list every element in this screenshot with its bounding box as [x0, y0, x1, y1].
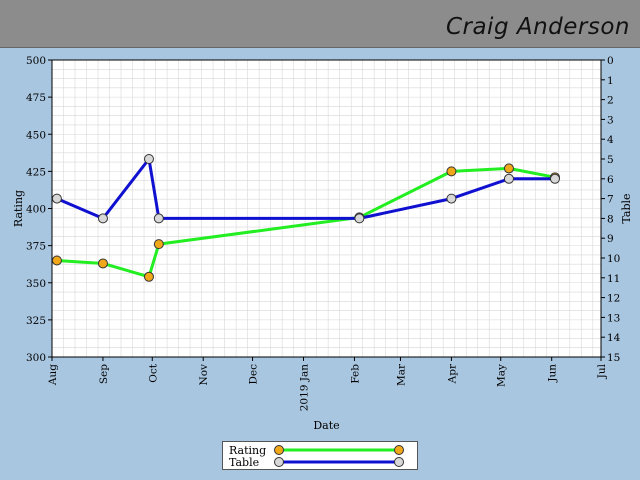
x-tick-label: Sep [98, 364, 110, 384]
series-line-rating [56, 166, 556, 279]
x-tick-label: Apr [446, 363, 458, 384]
data-point-rating [446, 166, 457, 177]
y-tick-label-right: 0 [607, 55, 614, 67]
data-point-table [97, 213, 108, 224]
y-tick-label-right: 7 [607, 194, 614, 206]
data-point-table [153, 213, 164, 224]
y-tick-label-left: 450 [26, 129, 46, 141]
y-tick-label-right: 4 [607, 134, 614, 146]
y-tick-label-left: 325 [26, 315, 46, 327]
legend-label-rating: Rating [229, 444, 267, 457]
y-tick-label-left: 375 [26, 241, 46, 253]
x-tick-label: Jun [547, 364, 559, 383]
y-tick-label-right: 9 [607, 233, 614, 245]
y-tick-label-right: 11 [607, 273, 620, 285]
y-tick-label-right: 2 [607, 95, 614, 107]
data-point-rating [97, 258, 108, 269]
x-tick-label: Feb [349, 364, 361, 384]
player-name: Craig Anderson [445, 14, 630, 40]
y-tick-label-right: 1 [607, 75, 614, 87]
legend-table-marker-start [274, 457, 284, 467]
x-tick-label: Mar [395, 363, 407, 386]
legend-label-table: Table [229, 456, 260, 469]
data-point-rating [51, 255, 62, 266]
data-point-rating [153, 239, 164, 250]
y-tick-label-right: 6 [607, 174, 614, 186]
x-tick-label: Jul [596, 363, 608, 379]
series-line-table [56, 157, 555, 220]
data-point-table [503, 173, 514, 184]
y-tick-label-right: 14 [607, 332, 621, 344]
data-point-table [446, 193, 457, 204]
data-point-table [143, 154, 154, 164]
y-tick-label-right: 15 [607, 352, 620, 364]
data-point-rating [503, 163, 514, 174]
y-tick-label-left: 300 [26, 352, 46, 364]
x-tick-label: Nov [198, 364, 210, 386]
y-tick-label-left: 400 [26, 204, 46, 216]
y-tick-label-right: 12 [607, 293, 620, 305]
y-tick-label-left: 425 [26, 166, 46, 178]
legend-rating-marker-end [394, 445, 404, 455]
legend-table-marker-end [394, 457, 404, 467]
legend-swatch-table [274, 457, 404, 467]
data-point-table [549, 173, 560, 184]
legend: Rating Table [222, 441, 418, 470]
y-axis-label-left: Rating [12, 190, 25, 227]
y-tick-label-right: 3 [607, 114, 614, 126]
y-tick-label-right: 8 [607, 213, 614, 225]
y-tick-label-right: 10 [607, 253, 620, 265]
y-tick-label-left: 475 [26, 92, 46, 104]
x-axis-label: Date [313, 419, 339, 432]
y-tick-label-left: 350 [26, 278, 46, 290]
y-tick-label-right: 13 [607, 312, 620, 324]
legend-item-rating: Rating [229, 444, 266, 457]
data-point-table [354, 213, 365, 224]
legend-rating-marker-start [274, 445, 284, 455]
header-bar: Craig Anderson [0, 0, 640, 48]
x-tick-label: 2019 Jan [298, 364, 310, 412]
data-point-table [51, 193, 62, 204]
y-tick-label-right: 5 [607, 154, 614, 166]
data-point-rating [143, 271, 154, 282]
x-tick-label: Oct [147, 363, 159, 382]
x-tick-label: Aug [47, 364, 59, 386]
legend-item-table: Table [229, 456, 259, 469]
y-axis-label-right: Table [620, 193, 633, 223]
x-tick-label: May [496, 364, 508, 387]
legend-swatch-rating [274, 445, 404, 455]
x-tick-label: Dec [248, 364, 260, 385]
y-tick-label-left: 500 [26, 55, 46, 67]
